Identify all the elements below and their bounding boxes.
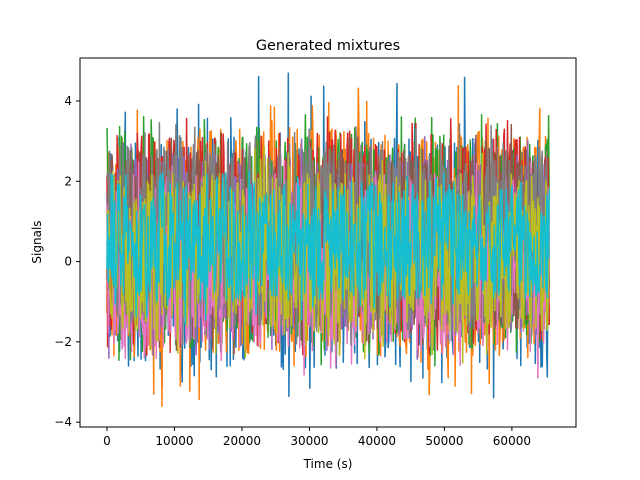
x-tick-label: 10000 (155, 434, 193, 448)
y-axis-label: Signals (30, 220, 44, 263)
axes-frame (79, 57, 577, 428)
y-axis: −4 −2 0 2 4 (54, 94, 80, 429)
plot-area (106, 72, 550, 408)
y-tick-label: 0 (64, 255, 72, 269)
x-tick-label: 50000 (425, 434, 463, 448)
chart-title: Generated mixtures (256, 38, 400, 54)
y-tick-label: −4 (54, 415, 72, 429)
x-axis: 0 10000 20000 30000 40000 50000 60000 (103, 427, 531, 448)
series-line-10 (106, 170, 550, 325)
y-tick-label: 2 (64, 174, 72, 188)
y-tick-label: −2 (54, 335, 72, 349)
x-tick-label: 20000 (223, 434, 261, 448)
x-tick-label: 60000 (493, 434, 531, 448)
x-tick-label: 40000 (358, 434, 396, 448)
x-tick-label: 30000 (290, 434, 328, 448)
series-layer (106, 72, 550, 408)
x-tick-label: 0 (103, 434, 111, 448)
y-tick-label: 4 (64, 94, 72, 108)
x-axis-label: Time (s) (303, 457, 353, 471)
